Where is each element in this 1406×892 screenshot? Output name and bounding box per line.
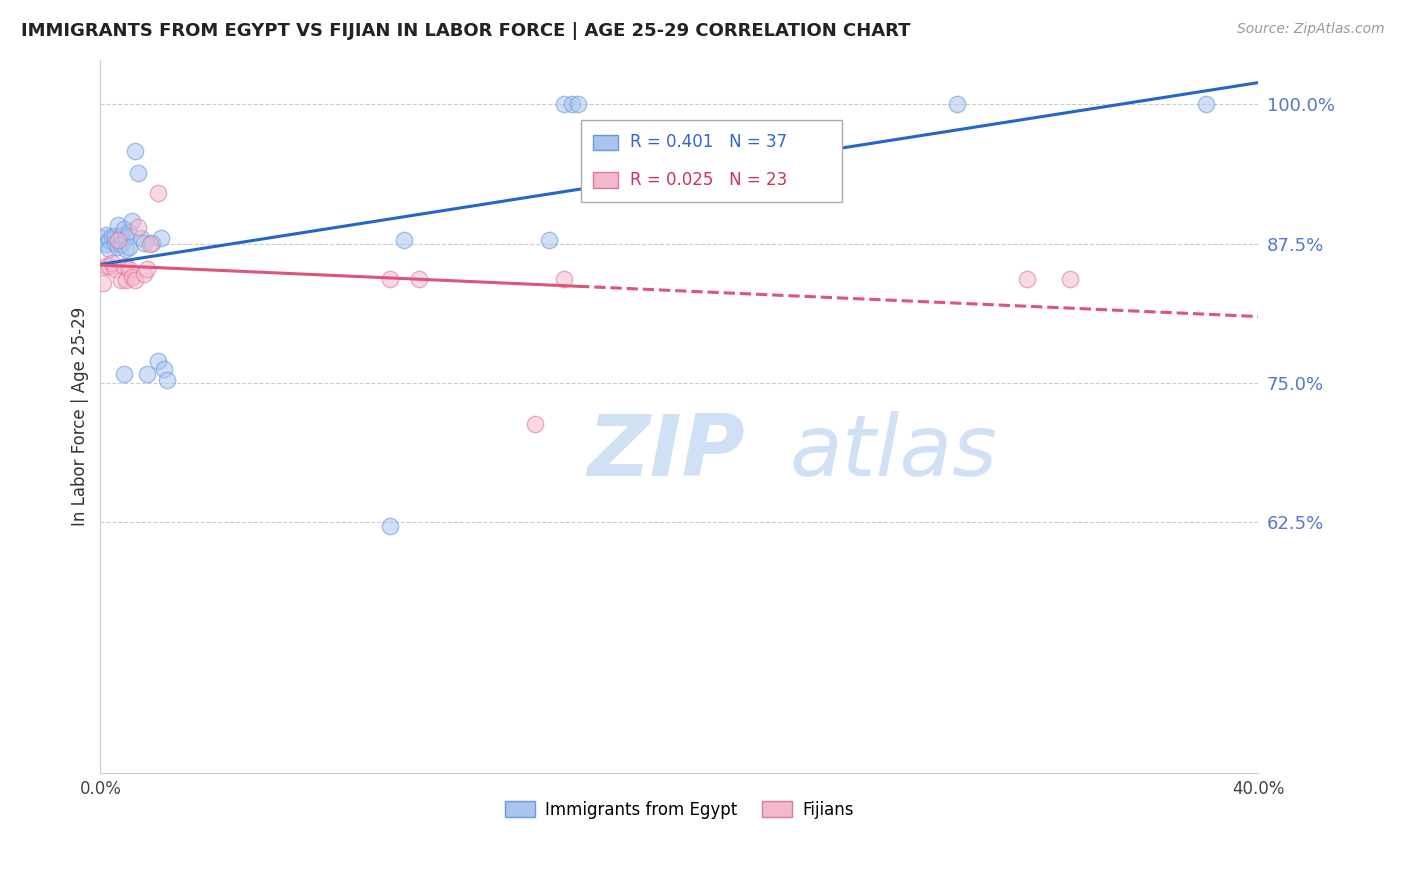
FancyBboxPatch shape bbox=[581, 120, 842, 202]
Point bbox=[132, 267, 155, 281]
Point bbox=[148, 353, 170, 368]
Point bbox=[394, 233, 416, 247]
Text: Source: ZipAtlas.com: Source: ZipAtlas.com bbox=[1237, 22, 1385, 37]
Point bbox=[115, 231, 138, 245]
Point bbox=[94, 227, 117, 242]
Point bbox=[112, 222, 135, 236]
Point bbox=[118, 262, 141, 277]
Point bbox=[567, 97, 589, 112]
FancyBboxPatch shape bbox=[592, 135, 619, 150]
Point bbox=[129, 231, 152, 245]
Point bbox=[118, 240, 141, 254]
Point bbox=[553, 97, 575, 112]
Point bbox=[946, 97, 969, 112]
Y-axis label: In Labor Force | Age 25-29: In Labor Force | Age 25-29 bbox=[72, 307, 89, 526]
Point bbox=[94, 236, 117, 251]
Text: R = 0.025   N = 23: R = 0.025 N = 23 bbox=[630, 171, 787, 189]
Point bbox=[91, 276, 114, 290]
Point bbox=[135, 262, 157, 277]
Point bbox=[138, 236, 160, 251]
Point bbox=[107, 233, 129, 247]
Point bbox=[101, 228, 124, 243]
Point bbox=[1195, 97, 1218, 112]
Point bbox=[153, 361, 176, 376]
Point bbox=[124, 273, 146, 287]
Legend: Immigrants from Egypt, Fijians: Immigrants from Egypt, Fijians bbox=[498, 795, 860, 826]
Point bbox=[98, 259, 121, 273]
Point bbox=[104, 228, 127, 243]
Point bbox=[98, 242, 121, 256]
FancyBboxPatch shape bbox=[592, 172, 619, 188]
Point bbox=[104, 235, 127, 250]
Point bbox=[104, 262, 127, 277]
Point bbox=[124, 144, 146, 158]
Point bbox=[150, 231, 173, 245]
Point bbox=[378, 518, 401, 533]
Point bbox=[553, 272, 575, 286]
Point bbox=[538, 233, 561, 247]
Point bbox=[112, 259, 135, 273]
Point bbox=[115, 273, 138, 287]
Text: R = 0.401   N = 37: R = 0.401 N = 37 bbox=[630, 134, 787, 152]
Text: IMMIGRANTS FROM EGYPT VS FIJIAN IN LABOR FORCE | AGE 25-29 CORRELATION CHART: IMMIGRANTS FROM EGYPT VS FIJIAN IN LABOR… bbox=[21, 22, 911, 40]
Point bbox=[141, 235, 163, 250]
Point bbox=[110, 236, 132, 251]
Point bbox=[135, 367, 157, 381]
Point bbox=[523, 417, 546, 432]
Point bbox=[1059, 272, 1081, 286]
Point bbox=[91, 231, 114, 245]
Text: atlas: atlas bbox=[789, 410, 997, 493]
Point bbox=[132, 235, 155, 250]
Point bbox=[127, 219, 149, 234]
Point bbox=[118, 226, 141, 240]
Point bbox=[561, 97, 583, 112]
Text: ZIP: ZIP bbox=[586, 410, 744, 493]
Point bbox=[378, 272, 401, 286]
Point bbox=[110, 273, 132, 287]
Point bbox=[408, 272, 430, 286]
Point bbox=[148, 186, 170, 201]
Point bbox=[107, 240, 129, 254]
Point bbox=[127, 166, 149, 180]
Point bbox=[1015, 272, 1038, 286]
Point bbox=[121, 270, 143, 285]
Point bbox=[110, 228, 132, 243]
Point bbox=[121, 214, 143, 228]
Point bbox=[98, 233, 121, 247]
Point bbox=[112, 367, 135, 381]
Point bbox=[107, 218, 129, 232]
Point bbox=[94, 259, 117, 273]
Point bbox=[156, 373, 179, 387]
Point bbox=[101, 255, 124, 269]
Point bbox=[115, 242, 138, 256]
